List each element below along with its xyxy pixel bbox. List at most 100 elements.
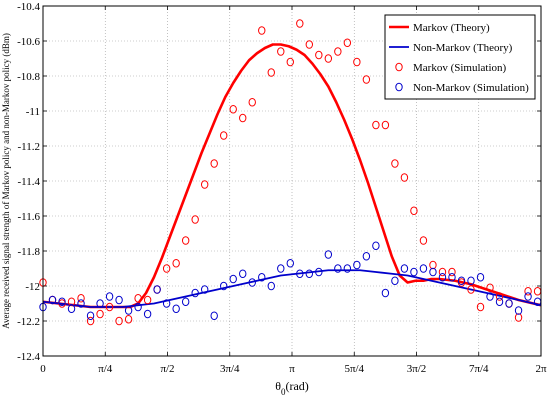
markov-simulation-point — [419, 236, 428, 245]
non-markov-simulation-point — [181, 297, 190, 307]
markov-simulation-point — [277, 47, 285, 56]
non-markov-simulation-point — [457, 276, 466, 286]
markov-simulation-point — [67, 297, 76, 307]
non-markov-simulation-point — [105, 292, 114, 301]
legend-entry: Non-Markov (Theory) — [413, 42, 513, 54]
legend-box — [384, 14, 536, 100]
non-markov-simulation-point — [324, 250, 333, 259]
markov-simulation-point — [372, 120, 380, 130]
non-markov-simulation-point — [486, 292, 494, 301]
x-axis-label: θ0(rad) — [275, 379, 309, 397]
markov-simulation-point — [448, 267, 456, 277]
markov-simulation-point — [343, 38, 352, 48]
non-markov-simulation-point — [248, 278, 256, 287]
non-markov-simulation-point — [210, 311, 218, 321]
non-markov-simulation-point — [239, 269, 247, 279]
non-markov-simulation-point — [48, 295, 57, 305]
non-markov-simulation-point — [220, 281, 228, 291]
non-markov-simulation-point — [229, 274, 237, 284]
markov-simulation-point — [172, 258, 180, 268]
markov-simulation-point — [400, 173, 409, 182]
markov-simulation-point — [438, 267, 447, 277]
non-markov-simulation-point — [277, 264, 285, 273]
non-markov-simulation-point — [410, 267, 418, 277]
y-tick-label: -11.4 — [17, 176, 40, 188]
markov-simulation-point — [248, 97, 256, 107]
non-markov-simulation-point — [86, 311, 95, 321]
non-markov-simulation-point — [343, 264, 352, 273]
legend-entry: Markov (Theory) — [413, 22, 490, 34]
markov-simulation-point — [476, 302, 485, 312]
legend-entry: Non-Markov (Simulation) — [413, 82, 529, 94]
non-markov-simulation-point — [67, 304, 76, 314]
y-tick-label: -12.4 — [17, 351, 40, 363]
non-markov-simulation-point — [429, 267, 437, 277]
y-tick-label: -11 — [26, 106, 40, 118]
non-markov-simulation-point — [334, 264, 342, 273]
markov-simulation-point — [258, 26, 266, 35]
markov-simulation-point — [429, 260, 437, 270]
markov-simulation-point — [315, 50, 323, 60]
markov-simulation-point — [391, 159, 399, 168]
non-markov-simulation-point — [286, 258, 294, 268]
markov-simulation-point — [220, 131, 228, 140]
markov-simulation-point — [524, 286, 532, 296]
markov-simulation-point — [143, 295, 152, 305]
legend-marker-swatch — [395, 62, 403, 72]
non-markov-simulation-point — [362, 251, 371, 261]
y-axis-label: Average received signal strength of Mark… — [1, 33, 11, 329]
non-markov-simulation-point — [495, 297, 504, 307]
markov-simulation-point — [381, 120, 390, 130]
non-markov-simulation-point — [258, 272, 266, 282]
markov-simulation-point — [353, 57, 361, 67]
non-markov-simulation-point — [124, 306, 133, 315]
legend-marker-swatch — [395, 82, 403, 92]
markov-simulation-point — [77, 293, 85, 303]
non-markov-simulation-point — [524, 292, 532, 301]
y-tick-label: -12 — [25, 281, 40, 293]
x-tick-label: π — [289, 363, 295, 375]
x-tick-label: π/2 — [160, 363, 174, 375]
x-tick-label: 3π/2 — [407, 363, 427, 375]
y-tick-label: -11.2 — [17, 141, 40, 153]
markov-simulation-point — [362, 75, 371, 84]
markov-simulation-point — [305, 40, 314, 49]
y-tick-label: -10.6 — [17, 36, 40, 48]
markov-simulation-point — [86, 316, 95, 326]
markov-simulation-point — [96, 309, 104, 319]
non-markov-simulation-point — [381, 288, 390, 298]
markov-simulation-point — [334, 47, 342, 56]
markov-simulation-point — [467, 285, 475, 294]
non-markov-simulation-point — [134, 302, 142, 312]
markov-simulation-point — [324, 54, 333, 63]
non-markov-simulation-point — [372, 241, 380, 251]
markov-simulation-point — [229, 104, 237, 114]
non-markov-simulation-point — [96, 299, 104, 308]
markov-simulation-point — [210, 159, 218, 168]
markov-simulation-point — [134, 293, 142, 303]
y-tick-label: -11.6 — [17, 211, 40, 223]
non-markov-simulation-point — [505, 299, 513, 308]
legend: Markov (Theory) Non-Markov (Theory) Markov… — [384, 14, 536, 100]
non-markov-simulation-point — [400, 264, 409, 273]
markov-simulation-point — [191, 215, 199, 224]
x-tick-label: 3π/4 — [220, 363, 240, 375]
non-markov-simulation-point — [315, 267, 323, 277]
markov-simulation-point — [267, 68, 275, 77]
x-tick-label: 7π/4 — [469, 363, 489, 375]
markov-simulation-point — [105, 302, 114, 312]
markov-simulation-point — [239, 113, 247, 123]
legend-entry: Markov (Simulation) — [413, 62, 507, 74]
markov-simulation-point — [115, 316, 123, 326]
x-tick-label: 2π — [535, 363, 547, 375]
markov-simulation-point — [486, 283, 494, 293]
y-tick-label: -12.2 — [17, 316, 40, 328]
non-markov-simulation-point — [353, 260, 361, 270]
y-tick-label: -11.8 — [17, 246, 40, 258]
non-markov-simulation-point — [476, 272, 485, 282]
non-markov-simulation-point — [153, 285, 161, 294]
non-markov-simulation-point — [77, 299, 85, 308]
non-markov-simulation-point — [514, 306, 523, 315]
non-markov-simulation-point — [58, 297, 66, 307]
